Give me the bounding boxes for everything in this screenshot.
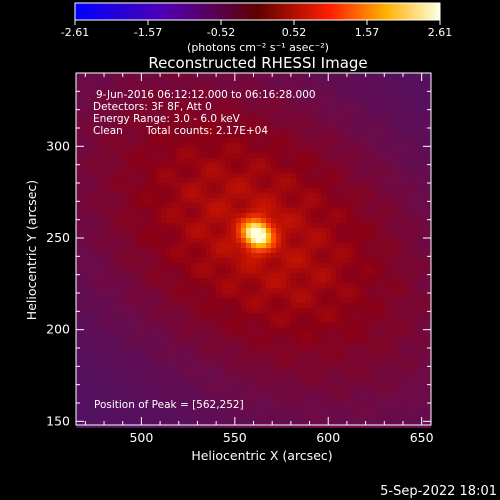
x-tick-label: 600: [316, 430, 340, 445]
y-tick-label: 250: [46, 230, 70, 245]
annotation-time-range: 9-Jun-2016 06:12:12.000 to 06:16:28.000: [96, 89, 316, 101]
colorbar-tick-label: 1.57: [355, 26, 380, 39]
x-tick-label: 550: [223, 430, 247, 445]
y-tick-label: 150: [46, 413, 70, 428]
annotation-total-counts: Total counts: 2.17E+04: [145, 125, 268, 137]
y-tick-label: 200: [46, 322, 70, 337]
colorbar: -2.61 -1.57 -0.52 0.52 1.57 2.61 (photons cm⁻…: [61, 2, 452, 54]
colorbar-tick-label: -1.57: [134, 26, 162, 39]
colorbar-ticks: -2.61 -1.57 -0.52 0.52 1.57 2.61: [61, 20, 452, 39]
chart-title: Reconstructed RHESSI Image: [148, 54, 367, 72]
colorbar-tick-label: 2.61: [428, 26, 453, 39]
annotation-peak-position: Position of Peak = [562,252]: [94, 399, 244, 411]
y-tick-label: 300: [46, 138, 70, 153]
colorbar-tick-label: 0.52: [282, 26, 307, 39]
heatmap-image: [76, 73, 431, 428]
x-tick-label: 650: [410, 430, 434, 445]
y-axis-label: Heliocentric Y (arcsec): [24, 180, 39, 320]
annotation-energy-range: Energy Range: 3.0 - 6.0 keV: [93, 113, 241, 125]
colorbar-tick-label: -0.52: [207, 26, 235, 39]
timestamp: 5-Sep-2022 18:01: [380, 484, 497, 499]
annotation-detectors: Detectors: 3F 8F, Att 0: [93, 101, 212, 113]
colorbar-gradient: [74, 2, 441, 21]
colorbar-tick-label: -2.61: [61, 26, 89, 39]
x-axis-label: Heliocentric X (arcsec): [191, 448, 332, 463]
annotation-method: Clean: [93, 125, 123, 137]
annotation-block: 9-Jun-2016 06:12:12.000 to 06:16:28.000 …: [93, 89, 316, 411]
x-tick-label: 500: [129, 430, 153, 445]
axis-ticks: 500 550 600 650 150 200 250 300: [46, 72, 434, 445]
colorbar-unit-label: (photons cm⁻² s⁻¹ asec⁻²): [187, 41, 329, 54]
